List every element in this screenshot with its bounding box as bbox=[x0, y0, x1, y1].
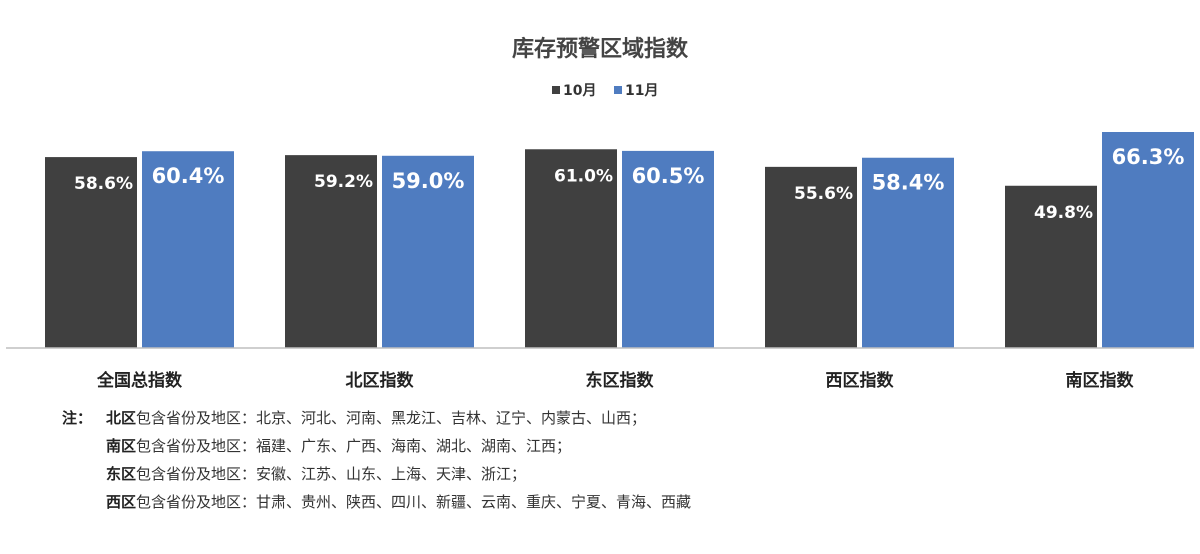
category-label: 东区指数 bbox=[586, 370, 655, 391]
note-text: 包含省份及地区：安徽、江苏、山东、上海、天津、浙江； bbox=[136, 465, 527, 483]
data-label: 55.6% bbox=[794, 184, 853, 204]
bar-oct bbox=[525, 149, 617, 348]
category-labels: 全国总指数 北区指数 东区指数 西区指数 南区指数 bbox=[96, 370, 1134, 391]
legend-swatch bbox=[614, 86, 622, 94]
note-region: 西区 bbox=[106, 493, 137, 511]
data-label: 60.4% bbox=[152, 164, 225, 188]
data-label: 59.2% bbox=[314, 172, 373, 192]
note-text: 包含省份及地区：北京、河北、河南、黑龙江、吉林、辽宁、内蒙古、山西； bbox=[136, 409, 647, 427]
category-label: 全国总指数 bbox=[96, 370, 183, 391]
category-label: 北区指数 bbox=[346, 370, 415, 391]
note-region: 东区 bbox=[106, 465, 137, 483]
bar-nov bbox=[142, 151, 234, 348]
note-line: 南区包含省份及地区：福建、广东、广西、海南、湖北、湖南、江西； bbox=[62, 432, 691, 460]
note-prefix: 注： bbox=[62, 409, 93, 427]
bar-nov bbox=[1102, 132, 1194, 348]
footnotes: 注： 北区包含省份及地区：北京、河北、河南、黑龙江、吉林、辽宁、内蒙古、山西； 南… bbox=[62, 404, 691, 516]
bar-oct bbox=[1005, 185, 1097, 348]
data-label: 58.6% bbox=[74, 174, 133, 194]
category-label: 西区指数 bbox=[826, 370, 895, 391]
data-label: 59.0% bbox=[392, 169, 465, 193]
note-region: 北区 bbox=[106, 409, 137, 427]
data-label: 58.4% bbox=[872, 171, 945, 195]
note-region: 南区 bbox=[106, 437, 137, 455]
bars-group: 58.6% 60.4% 59.2% 59.0% 61.0% 60.5% 55.6% 58.4%… bbox=[45, 132, 1194, 348]
chart-title: 库存预警区域指数 bbox=[512, 36, 689, 62]
bar-oct bbox=[285, 155, 377, 348]
bar-oct bbox=[45, 157, 137, 348]
note-text: 包含省份及地区：福建、广东、广西、海南、湖北、湖南、江西； bbox=[136, 437, 572, 455]
data-label: 66.3% bbox=[1112, 145, 1185, 169]
legend: 10月 11月 bbox=[552, 83, 658, 99]
legend-label: 11月 bbox=[625, 83, 658, 99]
note-line: 西区包含省份及地区：甘肃、贵州、陕西、四川、新疆、云南、重庆、宁夏、青海、西藏 bbox=[62, 488, 691, 516]
legend-swatch bbox=[552, 86, 560, 94]
data-label: 49.8% bbox=[1034, 203, 1093, 223]
bar-chart: 库存预警区域指数 10月 11月 58.6% 60.4% 59.2% 59.0% 61.0… bbox=[6, 36, 1194, 391]
note-line: 注： 北区包含省份及地区：北京、河北、河南、黑龙江、吉林、辽宁、内蒙古、山西； bbox=[62, 404, 691, 432]
bar-nov bbox=[382, 155, 474, 348]
bar-oct bbox=[765, 166, 857, 348]
data-label: 60.5% bbox=[632, 164, 705, 188]
note-line: 东区包含省份及地区：安徽、江苏、山东、上海、天津、浙江； bbox=[62, 460, 691, 488]
data-label: 61.0% bbox=[554, 166, 613, 186]
bar-nov bbox=[622, 150, 714, 348]
note-text: 包含省份及地区：甘肃、贵州、陕西、四川、新疆、云南、重庆、宁夏、青海、西藏 bbox=[136, 493, 692, 511]
bar-nov bbox=[862, 157, 954, 348]
category-label: 南区指数 bbox=[1066, 370, 1135, 391]
legend-label: 10月 bbox=[563, 83, 596, 99]
